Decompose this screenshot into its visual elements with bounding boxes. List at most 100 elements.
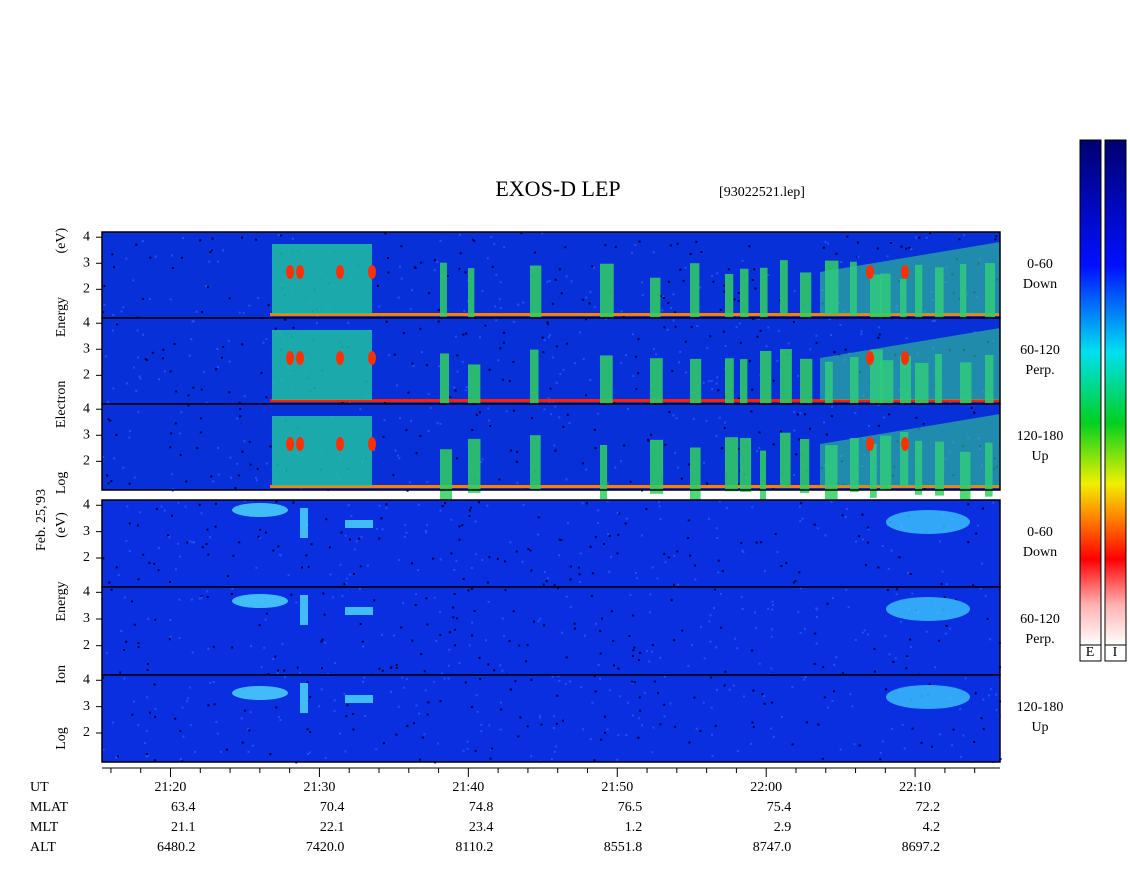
texture	[145, 730, 148, 733]
texture	[154, 715, 157, 718]
texture	[654, 353, 657, 356]
texture	[518, 644, 521, 647]
texture	[509, 688, 512, 691]
texture	[329, 573, 332, 576]
texture	[632, 375, 635, 378]
texture	[757, 318, 760, 321]
texture	[352, 712, 355, 715]
texture	[553, 583, 556, 586]
texture	[986, 617, 989, 620]
texture	[171, 473, 174, 476]
texture	[499, 728, 502, 731]
texture	[614, 245, 617, 248]
texture	[821, 757, 824, 760]
texture	[512, 320, 515, 323]
texture	[595, 622, 598, 625]
texture	[111, 253, 114, 256]
texture	[864, 564, 867, 567]
texture	[280, 234, 283, 237]
texture	[903, 747, 906, 750]
texture	[639, 709, 642, 712]
texture	[888, 653, 891, 656]
texture	[292, 501, 295, 504]
texture	[638, 240, 641, 243]
texture	[626, 701, 629, 704]
texture	[861, 631, 864, 634]
texture	[286, 437, 294, 451]
texture	[179, 454, 182, 457]
texture	[537, 516, 540, 519]
texture	[637, 372, 640, 375]
texture	[345, 607, 373, 615]
texture	[798, 505, 801, 508]
texture	[543, 571, 546, 574]
texture	[792, 320, 795, 323]
texture	[692, 417, 695, 420]
texture	[383, 401, 386, 404]
texture	[260, 371, 263, 374]
texture	[462, 333, 465, 336]
texture	[508, 640, 511, 643]
texture	[512, 409, 515, 412]
texture	[673, 554, 676, 557]
texture	[629, 480, 632, 483]
texture	[792, 581, 795, 584]
texture	[487, 600, 490, 603]
texture	[989, 638, 992, 641]
texture	[215, 720, 218, 723]
texture	[689, 253, 692, 256]
texture	[537, 533, 540, 536]
table-cell: 70.4	[320, 800, 345, 815]
texture	[585, 502, 588, 505]
texture	[426, 524, 429, 527]
texture	[131, 713, 134, 716]
texture	[283, 669, 286, 672]
texture	[716, 272, 719, 275]
texture	[200, 417, 203, 420]
texture	[481, 458, 484, 461]
texture	[493, 243, 496, 246]
texture	[491, 265, 494, 268]
texture	[813, 523, 816, 526]
texture	[255, 238, 258, 241]
texture	[732, 684, 735, 687]
texture	[103, 285, 106, 288]
texture	[439, 611, 442, 614]
texture	[674, 725, 677, 728]
texture	[145, 753, 148, 756]
texture	[128, 436, 131, 439]
texture	[866, 265, 874, 279]
texture	[405, 531, 408, 534]
texture	[424, 689, 427, 692]
texture	[920, 741, 923, 744]
texture	[635, 387, 638, 390]
texture	[687, 519, 690, 522]
texture	[366, 564, 369, 567]
texture	[694, 564, 697, 567]
texture	[645, 507, 648, 510]
texture	[620, 310, 623, 313]
y-tick-label: 3	[83, 427, 90, 442]
texture	[716, 376, 719, 379]
panel-direction: Down	[1023, 545, 1057, 560]
x-tick-label: 21:20	[155, 780, 187, 795]
texture	[236, 462, 239, 465]
texture	[180, 411, 183, 414]
texture	[564, 246, 567, 249]
texture	[515, 460, 518, 463]
texture	[248, 729, 251, 732]
texture	[582, 728, 585, 731]
texture	[612, 640, 615, 643]
texture	[925, 236, 928, 239]
texture	[659, 656, 662, 659]
texture	[736, 749, 739, 752]
texture	[710, 706, 713, 709]
texture	[659, 723, 662, 726]
texture	[537, 620, 540, 623]
texture	[496, 557, 499, 560]
texture	[277, 715, 280, 718]
texture	[710, 380, 713, 383]
texture	[876, 247, 879, 250]
texture	[545, 580, 548, 583]
texture	[822, 421, 825, 424]
